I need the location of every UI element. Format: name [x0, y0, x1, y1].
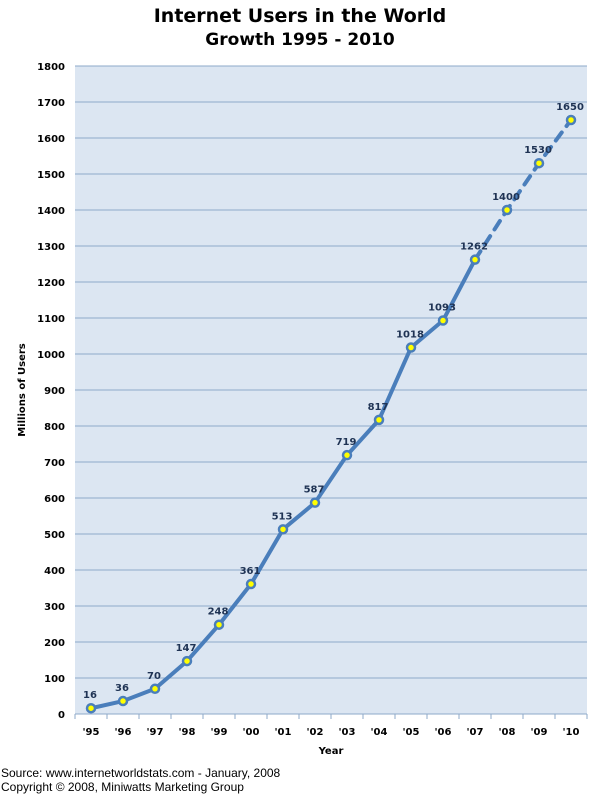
data-label: 1650: [556, 102, 584, 113]
data-point: [565, 114, 577, 126]
y-tick-label: 1400: [37, 206, 65, 217]
y-tick-label: 600: [44, 494, 65, 505]
data-point: [117, 695, 129, 707]
copyright-text: Copyright © 2008, Miniwatts Marketing Gr…: [1, 780, 244, 794]
y-tick-label: 1000: [37, 350, 65, 361]
data-label: 147: [176, 643, 197, 654]
y-tick-label: 1200: [37, 278, 65, 289]
data-label: 719: [336, 437, 357, 448]
y-tick-label: 300: [44, 602, 65, 613]
y-tick-label: 1600: [37, 134, 65, 145]
x-tick-label: '08: [499, 727, 516, 738]
data-label: 248: [208, 607, 229, 618]
data-label: 1400: [492, 192, 520, 203]
x-tick-label: '04: [371, 727, 388, 738]
x-tick-label: '01: [275, 727, 292, 738]
x-axis-label: Year: [318, 746, 344, 757]
data-label: 817: [368, 402, 389, 413]
y-tick-label: 1500: [37, 170, 65, 181]
x-tick-label: '10: [563, 727, 580, 738]
y-tick-label: 1700: [37, 98, 65, 109]
data-point: [533, 157, 545, 169]
data-point: [341, 449, 353, 461]
series-line-projected: [473, 118, 573, 262]
data-label: 361: [240, 566, 261, 577]
data-point: [277, 524, 289, 535]
data-point: [373, 414, 385, 426]
y-tick-label: 1100: [37, 314, 65, 325]
x-tick-label: '05: [403, 727, 420, 738]
y-tick-label: 800: [44, 422, 65, 433]
data-point: [469, 254, 481, 265]
y-axis-label: Millions of Users: [17, 343, 28, 437]
y-tick-label: 200: [44, 638, 65, 649]
data-point: [437, 315, 449, 326]
x-tick-label: '95: [83, 727, 100, 738]
x-tick-label: '97: [147, 727, 164, 738]
y-tick-label: 1300: [37, 242, 65, 253]
data-label: 16: [83, 690, 97, 701]
data-label: 513: [272, 511, 293, 522]
y-tick-label: 0: [58, 710, 65, 721]
x-tick-label: '99: [211, 727, 228, 738]
chart-title: Internet Users in the World: [154, 5, 447, 27]
data-label: 1530: [524, 145, 552, 156]
source-text: Source: www.internetworldstats.com - Jan…: [1, 766, 281, 780]
x-tick-label: '09: [531, 727, 548, 738]
x-tick-label: '96: [115, 727, 132, 738]
y-tick-label: 1800: [37, 62, 65, 73]
data-label: 587: [304, 485, 325, 496]
data-label: 70: [147, 671, 161, 682]
data-point: [245, 578, 257, 590]
x-tick-label: '07: [467, 727, 484, 738]
y-tick-label: 900: [44, 386, 65, 397]
x-tick-label: '06: [435, 727, 452, 738]
x-tick-label: '03: [339, 727, 356, 738]
data-point: [501, 204, 513, 216]
y-tick-label: 500: [44, 530, 65, 541]
y-tick-label: 700: [44, 458, 65, 469]
data-label: 36: [115, 683, 129, 694]
x-tick-label: '98: [179, 727, 196, 738]
data-point: [213, 619, 225, 630]
data-point: [149, 683, 161, 695]
data-label: 1262: [460, 242, 488, 253]
x-tick-label: '02: [307, 727, 324, 738]
chart-subtitle: Growth 1995 - 2010: [205, 30, 395, 50]
data-point: [309, 497, 321, 508]
data-label: 1093: [428, 303, 456, 314]
data-point: [85, 702, 97, 714]
data-point: [405, 342, 417, 353]
x-tick-label: '00: [243, 727, 260, 738]
y-tick-label: 100: [44, 674, 65, 685]
y-tick-label: 400: [44, 566, 65, 577]
data-point: [181, 655, 193, 667]
data-label: 1018: [396, 330, 424, 341]
